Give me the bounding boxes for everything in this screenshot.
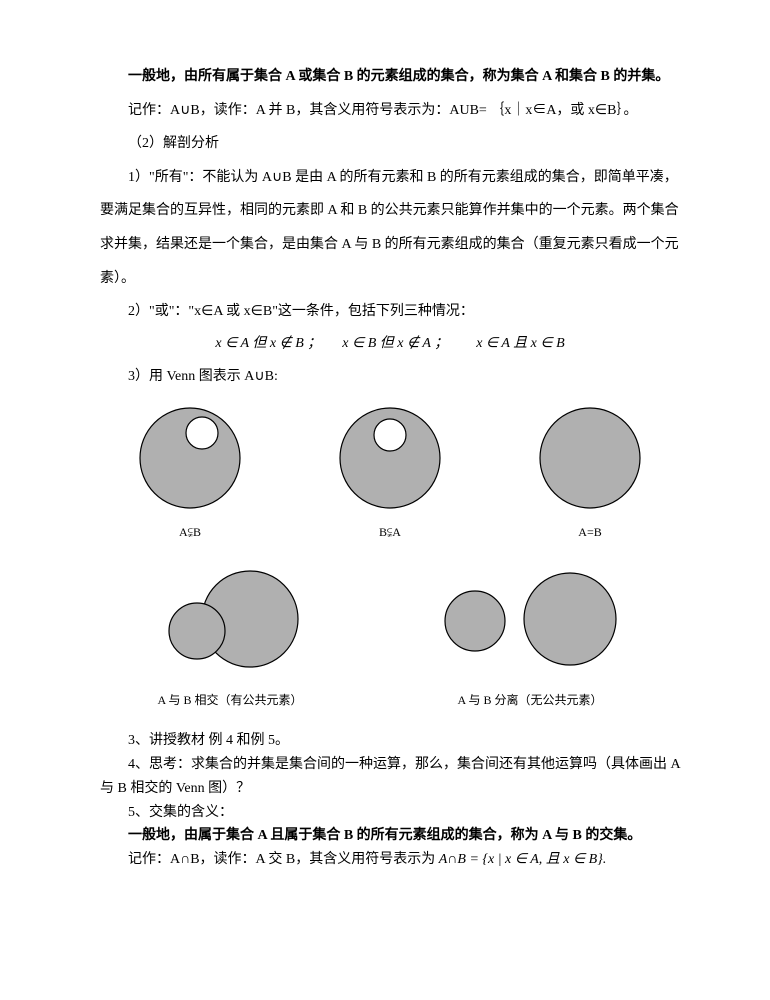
caption-overlap: A 与 B 相交（有公共元素） xyxy=(157,691,302,709)
teach-examples: 3、讲授教材 例 4 和例 5。 xyxy=(100,729,680,753)
venn-subset: A⫋B xyxy=(130,403,250,541)
venn-superset: B⫋A xyxy=(330,403,450,541)
venn-overlap-svg xyxy=(155,561,305,681)
venn-diagrams: A⫋B B⫋A A=B A 与 B 相交（有公共元素） A 与 B 分离（无公共… xyxy=(100,403,680,709)
intersection-notation-formula: A∩B = {x | x ∈ A, 且 x ∈ B}. xyxy=(439,852,607,867)
venn-separate: A 与 B 分离（无公共元素） xyxy=(435,561,625,709)
analysis-heading: （2）解剖分析 xyxy=(100,127,680,161)
venn-equal: A=B xyxy=(530,403,650,541)
case-b: x ∈ B 但 x ∉ A ； xyxy=(342,336,448,351)
three-cases-formula: x ∈ A 但 x ∉ B ； x ∈ B 但 x ∉ A ； x ∈ A 且 … xyxy=(100,329,680,360)
intersection-notation-prefix: 记作：A∩B，读作：A 交 B，其含义用符号表示为 xyxy=(128,852,439,867)
intersection-notation: 记作：A∩B，读作：A 交 B，其含义用符号表示为 A∩B = {x | x ∈… xyxy=(100,848,680,872)
case-a: x ∈ A 但 x ∉ B ； xyxy=(215,336,321,351)
union-notation: 记作：A∪B，读作：A 并 B，其含义用符号表示为：AUB= ｛x｜x∈A，或 … xyxy=(100,94,680,128)
intersection-heading: 5、交集的含义： xyxy=(100,801,680,825)
intersection-definition: 一般地，由属于集合 A 且属于集合 B 的所有元素组成的集合，称为 A 与 B … xyxy=(100,824,680,848)
venn-overlap: A 与 B 相交（有公共元素） xyxy=(155,561,305,709)
union-definition: 一般地，由所有属于集合 A 或集合 B 的元素组成的集合，称为集合 A 和集合 … xyxy=(100,60,680,94)
venn-intro: 3）用 Venn 图表示 A∪B: xyxy=(100,360,680,394)
venn-row-2: A 与 B 相交（有公共元素） A 与 B 分离（无公共元素） xyxy=(100,561,680,709)
venn-equal-svg xyxy=(530,403,650,513)
analysis-point-1: 1）"所有"：不能认为 A∪B 是由 A 的所有元素和 B 的所有元素组成的集合… xyxy=(100,161,680,295)
caption-superset: B⫋A xyxy=(379,523,401,541)
thinking-prompt: 4、思考：求集合的并集是集合间的一种运算，那么，集合间还有其他运算吗（具体画出 … xyxy=(100,753,680,801)
venn-subset-svg xyxy=(130,403,250,513)
case-c: x ∈ A 且 x ∈ B xyxy=(476,336,564,351)
venn-superset-svg xyxy=(330,403,450,513)
caption-equal: A=B xyxy=(578,523,601,541)
venn-separate-svg xyxy=(435,561,625,681)
caption-separate: A 与 B 分离（无公共元素） xyxy=(457,691,602,709)
analysis-point-2: 2）"或"："x∈A 或 x∈B"这一条件，包括下列三种情况： xyxy=(100,295,680,329)
venn-row-1: A⫋B B⫋A A=B xyxy=(100,403,680,541)
caption-subset: A⫋B xyxy=(179,523,201,541)
